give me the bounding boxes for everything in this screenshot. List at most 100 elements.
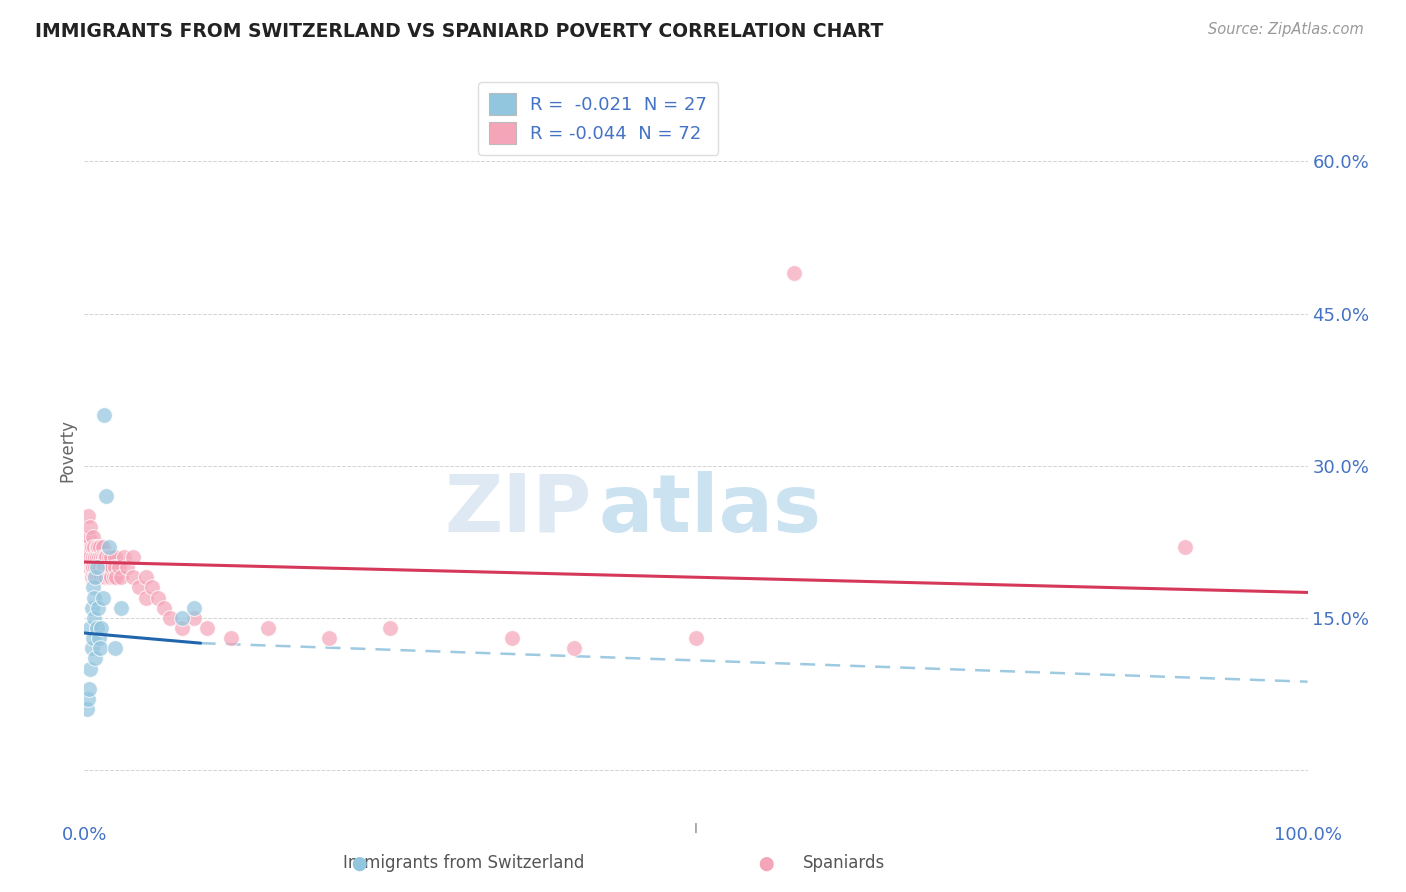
Point	[128, 580, 150, 594]
Point	[79, 549, 101, 564]
Y-axis label: Poverty: Poverty	[58, 419, 76, 482]
Point	[86, 621, 108, 635]
Point	[318, 631, 340, 645]
Point	[83, 611, 105, 625]
Point	[87, 549, 110, 564]
Point	[94, 560, 117, 574]
Point	[82, 530, 104, 544]
Point	[100, 570, 122, 584]
Point	[183, 611, 205, 625]
Point	[84, 560, 107, 574]
Point	[83, 540, 105, 554]
Point	[97, 560, 120, 574]
Point	[89, 560, 111, 574]
Point	[76, 702, 98, 716]
Point	[84, 651, 107, 665]
Point	[104, 560, 127, 574]
Point	[93, 570, 115, 584]
Point	[82, 560, 104, 574]
Point	[77, 509, 100, 524]
Point	[159, 611, 181, 625]
Point	[91, 540, 114, 554]
Point	[685, 631, 707, 645]
Point	[110, 600, 132, 615]
Point	[183, 600, 205, 615]
Point	[82, 549, 104, 564]
Point	[87, 570, 110, 584]
Text: ZIP: ZIP	[444, 471, 592, 549]
Point	[172, 611, 194, 625]
Point	[90, 570, 112, 584]
Point	[90, 621, 112, 635]
Point	[76, 540, 98, 554]
Point	[91, 591, 114, 605]
Point	[79, 621, 101, 635]
Point	[122, 570, 145, 584]
Point	[77, 681, 100, 696]
Point	[90, 549, 112, 564]
Point	[97, 549, 120, 564]
Point	[172, 621, 194, 635]
Point	[98, 560, 121, 574]
Point	[135, 591, 157, 605]
Point	[84, 549, 107, 564]
Point	[80, 540, 103, 554]
Point	[110, 570, 132, 584]
Point	[83, 570, 105, 584]
Point	[91, 560, 114, 574]
Point	[80, 641, 103, 656]
Point	[502, 631, 524, 645]
Point	[96, 489, 118, 503]
Point	[86, 540, 108, 554]
Point	[87, 631, 110, 645]
Point	[112, 549, 135, 564]
Point	[80, 560, 103, 574]
Point	[146, 591, 169, 605]
Point	[93, 408, 115, 422]
Point	[103, 570, 125, 584]
Point	[82, 631, 104, 645]
Point	[94, 549, 117, 564]
Point	[82, 580, 104, 594]
Point	[77, 530, 100, 544]
Point	[257, 621, 280, 635]
Point	[104, 641, 127, 656]
Text: atlas: atlas	[598, 471, 821, 549]
Text: Spaniards: Spaniards	[803, 855, 884, 872]
Point	[79, 661, 101, 675]
Point	[135, 570, 157, 584]
Point	[96, 570, 118, 584]
Point	[104, 549, 127, 564]
Point	[83, 591, 105, 605]
Text: ⬤: ⬤	[350, 856, 367, 871]
Point	[1174, 540, 1197, 554]
Text: Source: ZipAtlas.com: Source: ZipAtlas.com	[1208, 22, 1364, 37]
Point	[96, 549, 118, 564]
Point	[219, 631, 242, 645]
Point	[97, 570, 120, 584]
Point	[79, 519, 101, 533]
Point	[380, 621, 402, 635]
Point	[87, 540, 110, 554]
Point	[101, 560, 124, 574]
Point	[783, 266, 806, 280]
Point	[195, 621, 218, 635]
Point	[89, 540, 111, 554]
Point	[562, 641, 585, 656]
Text: ⬤: ⬤	[758, 856, 775, 871]
Point	[97, 540, 120, 554]
Point	[86, 549, 108, 564]
Point	[93, 560, 115, 574]
Point	[86, 570, 108, 584]
Point	[105, 570, 128, 584]
Point	[87, 600, 110, 615]
Point	[153, 600, 176, 615]
Point	[77, 692, 100, 706]
Point	[86, 560, 108, 574]
Point	[122, 549, 145, 564]
Point	[77, 560, 100, 574]
Point	[80, 570, 103, 584]
Point	[89, 641, 111, 656]
Point	[91, 549, 114, 564]
Point	[141, 580, 163, 594]
